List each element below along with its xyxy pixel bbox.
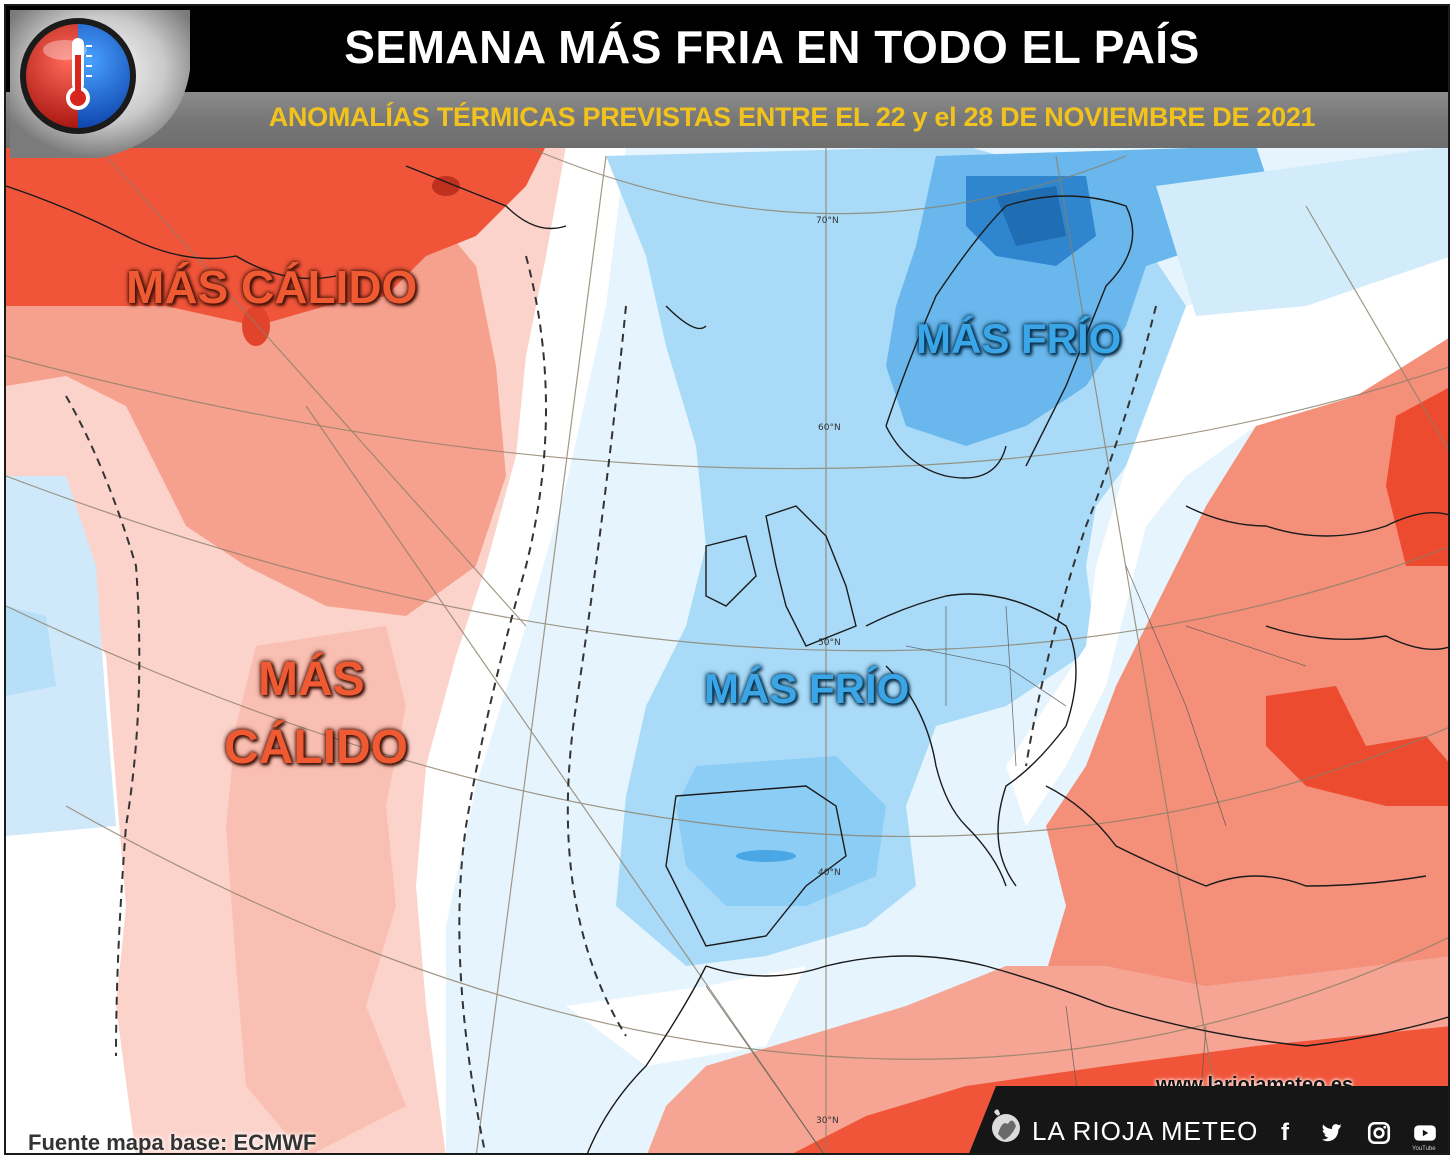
title-bar [6, 6, 1448, 92]
label-warm-atlantic-line2: CÁLIDO [224, 721, 408, 774]
anomaly-map [6, 6, 1448, 1153]
page-subtitle: ANOMALÍAS TÉRMICAS PREVISTAS ENTRE EL 22… [268, 102, 1316, 132]
twitter-icon[interactable] [1318, 1120, 1344, 1146]
latitude-label-30: 30°N [816, 1116, 839, 1126]
latitude-label-70: 70°N [816, 216, 839, 226]
brand-logo-icon [992, 1109, 1020, 1142]
thermometer-logo-icon [10, 10, 190, 158]
label-cold-scandinavia: MÁS FRÍO [916, 315, 1122, 362]
source-credit: Fuente mapa base: ECMWF [28, 1130, 317, 1155]
label-cold-west-europe: MÁS FRÍO [704, 665, 910, 712]
latitude-label-60: 60°N [818, 423, 841, 433]
label-warm-north: MÁS CÁLIDO [126, 261, 418, 313]
facebook-icon[interactable]: f [1281, 1119, 1289, 1146]
instagram-icon[interactable] [1366, 1120, 1392, 1146]
youtube-caption: YouTube [1412, 1146, 1436, 1152]
brand-name: LA RIOJA METEO [1032, 1116, 1259, 1146]
youtube-icon[interactable] [1412, 1120, 1438, 1146]
warm-strong-greenland [6, 146, 546, 326]
map-frame: 70°N 60°N 50°N 40°N 30°N MÁS CÁLIDO MÁS … [4, 4, 1450, 1155]
page-title: SEMANA MÁS FRIA EN TODO EL PAÍS [344, 21, 1200, 73]
label-warm-atlantic-line1: MÁS [258, 653, 365, 706]
latitude-label-50: 50°N [818, 638, 841, 648]
subtitle-bar [6, 92, 1448, 148]
warm-east-europe [967, 338, 1448, 1153]
latitude-label-40: 40°N [818, 868, 841, 878]
